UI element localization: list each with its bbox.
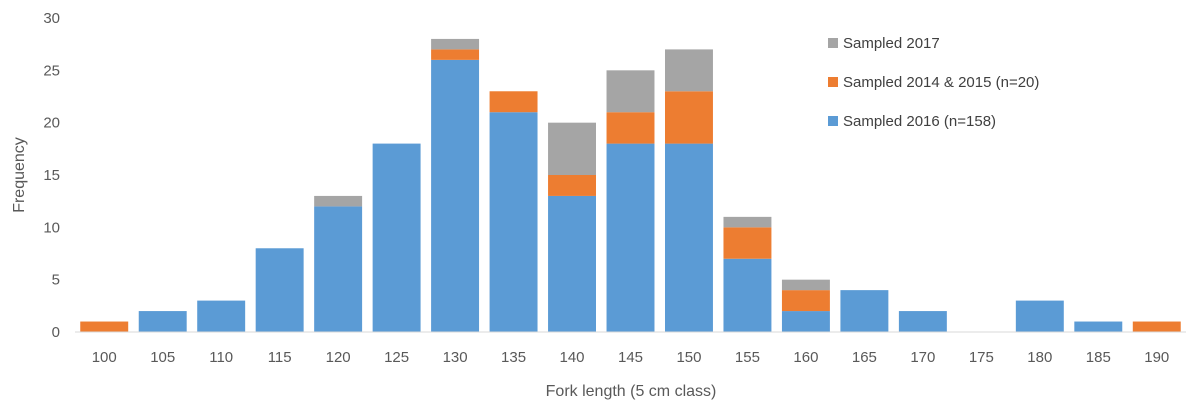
x-tick-label: 150 bbox=[676, 349, 701, 366]
x-axis-ticks: 100 105 110 115 120 125 130 135 140 145 150 155 160 1… bbox=[92, 349, 1170, 366]
x-tick-label: 145 bbox=[618, 349, 643, 366]
bar-155-series-1 bbox=[723, 227, 772, 259]
bar-130-series-0 bbox=[431, 59, 480, 333]
x-tick-label: 135 bbox=[501, 349, 526, 366]
bar-155-series-0 bbox=[723, 258, 772, 332]
bar-130-series-2 bbox=[431, 38, 480, 50]
y-tick-label: 0 bbox=[52, 324, 60, 341]
bar-190-series-1 bbox=[1132, 321, 1181, 332]
bar-160-series-0 bbox=[781, 311, 830, 332]
bar-130-series-1 bbox=[431, 49, 480, 60]
x-tick-label: 110 bbox=[209, 349, 233, 366]
y-tick-label: 5 bbox=[52, 272, 60, 289]
bar-150-series-2 bbox=[665, 49, 713, 92]
legend-swatch bbox=[828, 116, 838, 126]
bar-160-series-2 bbox=[781, 279, 830, 291]
legend-label: Sampled 2014 & 2015 (n=20) bbox=[843, 74, 1039, 91]
y-axis-ticks: 0 5 10 15 20 25 30 bbox=[43, 10, 60, 341]
x-tick-label: 120 bbox=[326, 349, 351, 366]
bar-115-series-0 bbox=[255, 248, 304, 332]
bar-185-series-0 bbox=[1074, 321, 1123, 332]
legend: Sampled 2017 Sampled 2014 & 2015 (n=20) Sa… bbox=[828, 35, 1039, 130]
x-tick-label: 125 bbox=[384, 349, 409, 366]
bar-170-series-0 bbox=[898, 311, 947, 332]
bar-140-series-1 bbox=[548, 175, 596, 196]
x-tick-label: 165 bbox=[852, 349, 877, 366]
y-tick-label: 10 bbox=[43, 219, 60, 236]
bars-group bbox=[80, 38, 1181, 333]
bar-145-series-1 bbox=[606, 112, 655, 144]
y-tick-label: 15 bbox=[43, 167, 60, 184]
bar-100-series-1 bbox=[80, 321, 129, 332]
x-tick-label: 190 bbox=[1144, 349, 1169, 366]
y-axis-label: Frequency bbox=[11, 137, 28, 213]
x-tick-label: 100 bbox=[92, 349, 117, 366]
bar-120-series-2 bbox=[314, 195, 363, 207]
x-tick-label: 155 bbox=[735, 349, 760, 366]
bar-140-series-0 bbox=[548, 195, 596, 332]
legend-label: Sampled 2017 bbox=[843, 35, 940, 52]
bar-125-series-0 bbox=[372, 143, 421, 332]
y-tick-label: 25 bbox=[43, 62, 60, 79]
legend-swatch bbox=[828, 38, 838, 48]
x-tick-label: 140 bbox=[560, 349, 585, 366]
bar-150-series-1 bbox=[665, 91, 713, 144]
y-tick-label: 20 bbox=[43, 115, 60, 132]
x-tick-label: 175 bbox=[969, 349, 994, 366]
legend-swatch bbox=[828, 77, 838, 87]
bar-150-series-0 bbox=[665, 143, 713, 332]
bar-135-series-0 bbox=[489, 112, 538, 332]
legend-label: Sampled 2016 (n=158) bbox=[843, 113, 996, 130]
bar-145-series-0 bbox=[606, 143, 655, 332]
x-tick-label: 160 bbox=[793, 349, 818, 366]
bar-135-series-1 bbox=[489, 91, 538, 113]
bar-155-series-2 bbox=[723, 216, 772, 228]
bar-160-series-1 bbox=[781, 290, 830, 312]
y-tick-label: 30 bbox=[43, 10, 60, 27]
bar-110-series-0 bbox=[197, 300, 246, 332]
bar-180-series-0 bbox=[1015, 300, 1064, 332]
bar-145-series-2 bbox=[606, 70, 655, 113]
x-tick-label: 115 bbox=[268, 349, 292, 366]
x-tick-label: 185 bbox=[1086, 349, 1111, 366]
x-axis-label: Fork length (5 cm class) bbox=[546, 383, 717, 400]
x-tick-label: 180 bbox=[1027, 349, 1052, 366]
bar-140-series-2 bbox=[548, 122, 596, 175]
x-tick-label: 130 bbox=[443, 349, 468, 366]
x-tick-label: 105 bbox=[150, 349, 175, 366]
bar-165-series-0 bbox=[840, 290, 889, 332]
x-tick-label: 170 bbox=[910, 349, 935, 366]
bar-105-series-0 bbox=[138, 311, 187, 332]
bar-120-series-0 bbox=[314, 206, 363, 332]
